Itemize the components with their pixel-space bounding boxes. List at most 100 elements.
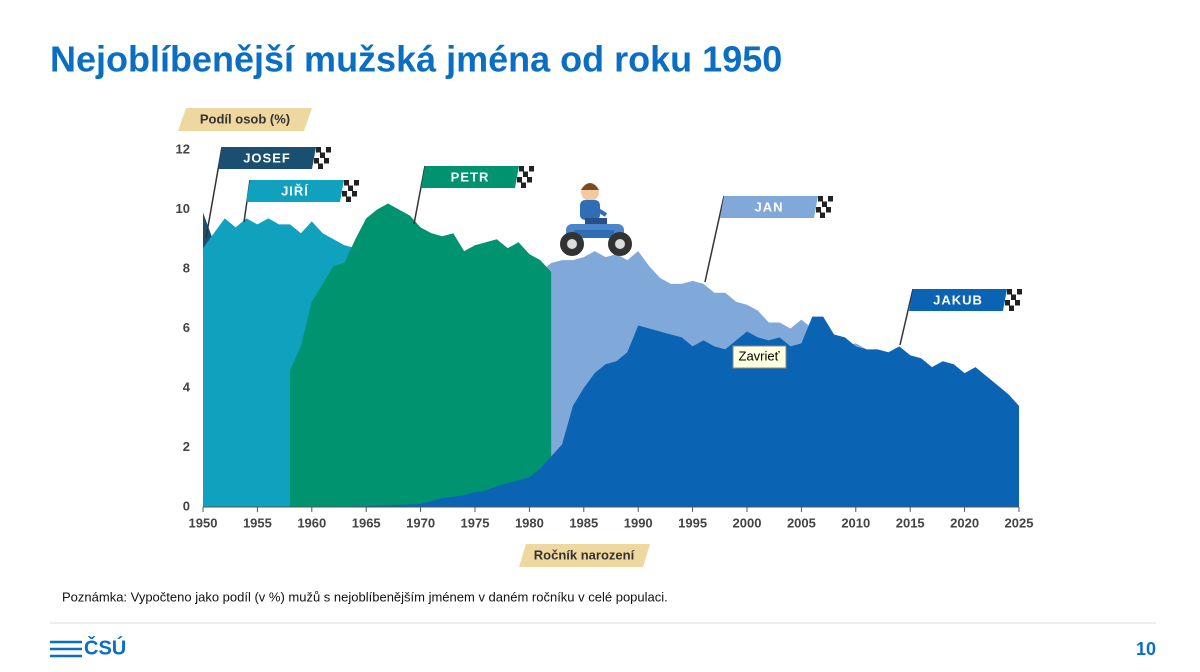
flag bbox=[218, 147, 316, 169]
legend-entry: JOSEF bbox=[243, 150, 291, 165]
flag-check bbox=[526, 182, 531, 188]
flag-check bbox=[823, 196, 828, 202]
x-tick-label: 1950 bbox=[189, 515, 218, 530]
y-tick-label: 0 bbox=[183, 498, 190, 513]
flag-check bbox=[516, 182, 521, 188]
flag-check bbox=[1005, 300, 1010, 306]
flag-check bbox=[1011, 294, 1016, 300]
logo-lines bbox=[50, 640, 82, 658]
x-axis-label: Ročník narození bbox=[534, 547, 635, 562]
flag-check bbox=[821, 207, 826, 213]
x-tick-label: 2000 bbox=[733, 515, 762, 530]
flag-check bbox=[353, 185, 358, 191]
y-tick-label: 6 bbox=[183, 320, 190, 335]
flag-check bbox=[519, 166, 524, 172]
flag-check bbox=[528, 171, 533, 177]
flag-pole bbox=[413, 165, 426, 225]
x-tick-label: 2025 bbox=[1005, 515, 1034, 530]
flag-check bbox=[517, 177, 522, 183]
y-tick-label: 10 bbox=[176, 201, 190, 216]
flag-check bbox=[827, 201, 832, 207]
flag-check bbox=[1007, 289, 1012, 295]
flag bbox=[720, 196, 818, 218]
flag bbox=[421, 166, 519, 188]
flag-check bbox=[343, 185, 348, 191]
flag-check bbox=[326, 147, 331, 153]
logo: ČSÚ bbox=[84, 635, 126, 659]
flag-check bbox=[518, 171, 523, 177]
flag-check bbox=[529, 166, 534, 172]
x-tick-label: 1980 bbox=[515, 515, 544, 530]
flag-check bbox=[318, 163, 323, 169]
y-tick-label: 12 bbox=[176, 141, 190, 156]
y-axis-label: Podíl osob (%) bbox=[200, 111, 290, 126]
flag-check bbox=[313, 163, 318, 169]
x-tick-label: 1975 bbox=[461, 515, 490, 530]
note: Poznámka: Vypočteno jako podíl (v %) muž… bbox=[62, 589, 668, 604]
flag-check bbox=[825, 212, 830, 218]
flag-check bbox=[320, 152, 325, 158]
flag-check bbox=[521, 182, 526, 188]
page-number: 10 bbox=[1136, 639, 1156, 659]
x-tick-label: 1960 bbox=[297, 515, 326, 530]
x-axis-label-box bbox=[519, 544, 650, 567]
flag bbox=[909, 289, 1007, 311]
flag-check bbox=[523, 171, 528, 177]
flag-check bbox=[817, 201, 822, 207]
legend-entry: JIŘÍ bbox=[281, 183, 309, 198]
y-axis-label-box bbox=[178, 108, 312, 131]
legend-entry: JAN bbox=[754, 199, 783, 214]
y-tick-label: 2 bbox=[183, 439, 190, 454]
flag-check bbox=[315, 152, 320, 158]
tooltip-box bbox=[732, 345, 787, 369]
areas bbox=[203, 203, 1019, 508]
x-tick-label: 1965 bbox=[352, 515, 381, 530]
flag-check bbox=[815, 212, 820, 218]
legend-entry: PETR bbox=[451, 169, 490, 184]
flag-check bbox=[347, 191, 352, 197]
flag-check bbox=[346, 196, 351, 202]
flag-check bbox=[1014, 305, 1019, 311]
x-tick-label: 1985 bbox=[569, 515, 598, 530]
area bbox=[290, 203, 552, 508]
flag-check bbox=[341, 196, 346, 202]
flag-check bbox=[316, 147, 321, 153]
flag-check bbox=[314, 158, 319, 164]
flag-check bbox=[816, 207, 821, 213]
x-tick-label: 1970 bbox=[406, 515, 435, 530]
flag bbox=[246, 180, 344, 202]
flag-check bbox=[321, 147, 326, 153]
flag-check bbox=[342, 191, 347, 197]
x-tick-label: 2015 bbox=[896, 515, 925, 530]
flag-check bbox=[344, 180, 349, 186]
quad-bike-icon bbox=[560, 183, 632, 256]
flag-check bbox=[325, 152, 330, 158]
flag-check bbox=[1012, 289, 1017, 295]
flag-check bbox=[1006, 294, 1011, 300]
flag-check bbox=[348, 185, 353, 191]
flag-check bbox=[1009, 305, 1014, 311]
flag-check bbox=[1016, 294, 1021, 300]
flag-check bbox=[319, 158, 324, 164]
x-tick-label: 2010 bbox=[841, 515, 870, 530]
flag-check bbox=[324, 158, 329, 164]
flags: JOSEF JAN JIŘÍ PETR JAKUB bbox=[205, 146, 1022, 346]
area bbox=[311, 316, 1019, 507]
x-tick-label: 2020 bbox=[950, 515, 979, 530]
flag-check bbox=[349, 180, 354, 186]
flag-check bbox=[354, 180, 359, 186]
flag-check bbox=[820, 212, 825, 218]
flag-check bbox=[323, 163, 328, 169]
flag-check bbox=[1015, 300, 1020, 306]
x-tick-label: 1990 bbox=[624, 515, 653, 530]
flag-check bbox=[818, 196, 823, 202]
x-tick-label: 1955 bbox=[243, 515, 272, 530]
flag-pole bbox=[899, 288, 914, 346]
x-tick-label: 2005 bbox=[787, 515, 816, 530]
flag-check bbox=[1010, 300, 1015, 306]
flag-check bbox=[524, 166, 529, 172]
flag-check bbox=[351, 196, 356, 202]
legend-entry: JAKUB bbox=[933, 292, 983, 307]
